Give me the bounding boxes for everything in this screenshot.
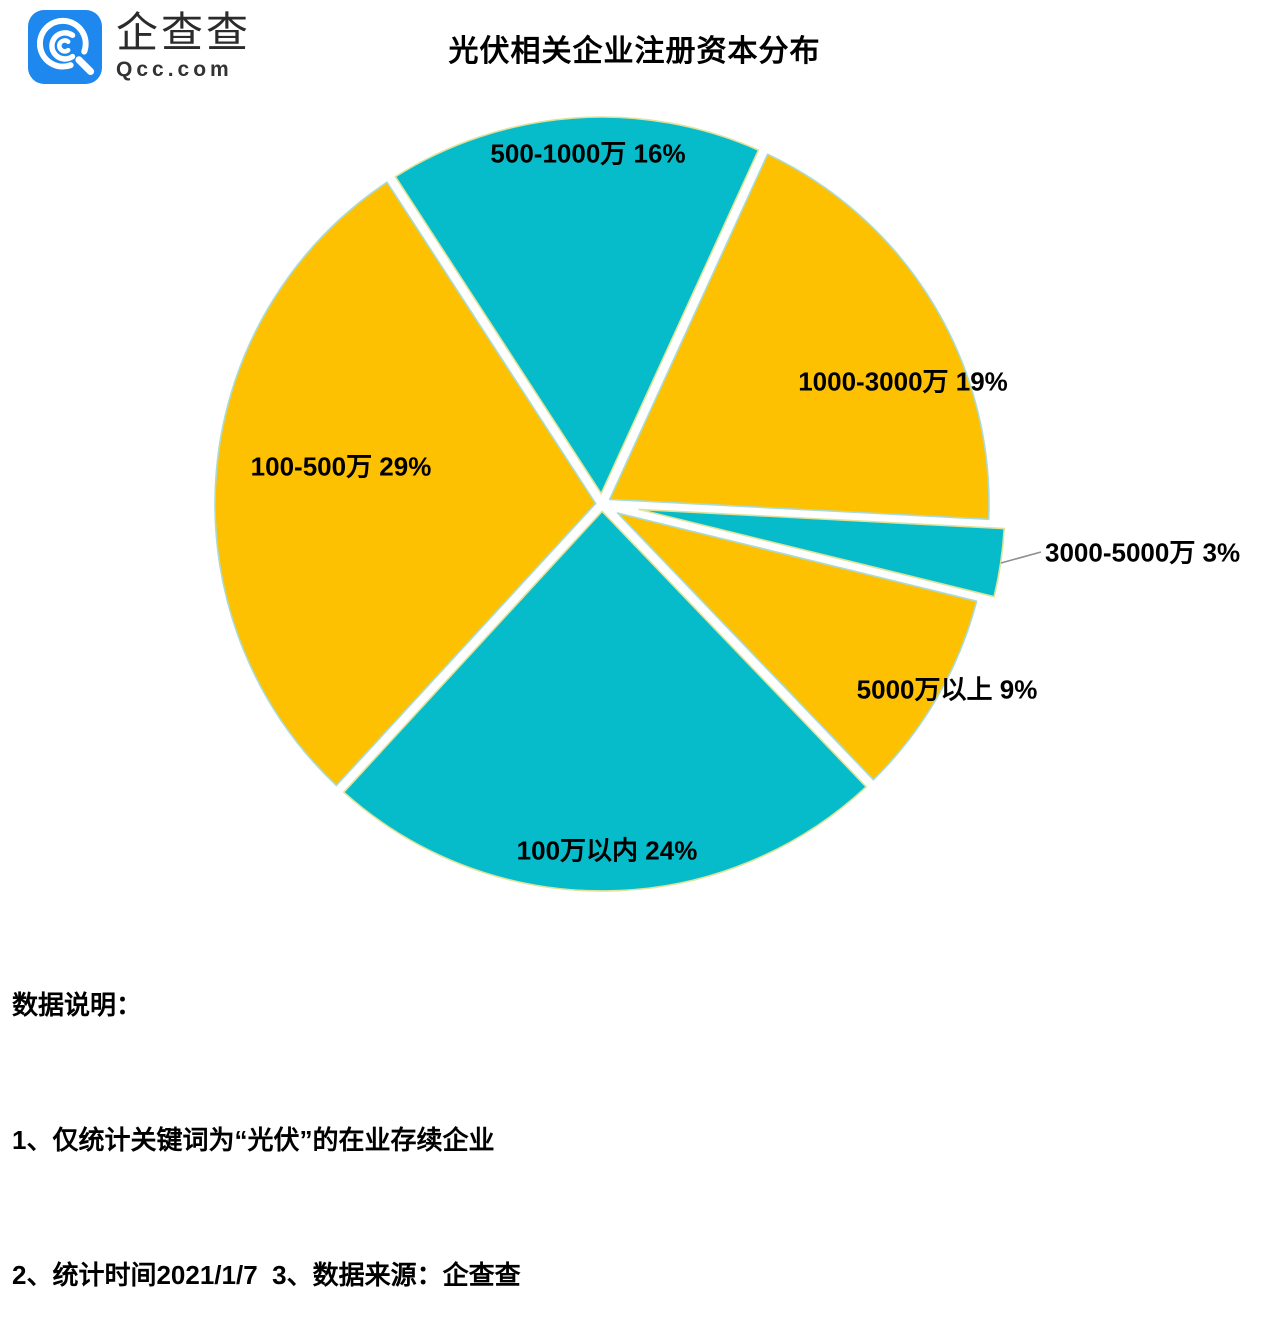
pie-chart — [214, 116, 1042, 892]
data-notes: 数据说明： 1、仅统计关键词为“光伏”的在业存续企业 2、统计时间2021/1/… — [12, 893, 521, 1343]
logo-name-cn: 企查查 — [116, 9, 252, 56]
pie-slice-500-1000万 — [394, 116, 760, 495]
notes-line2: 2、统计时间2021/1/7 3、数据来源：企查查 — [12, 1260, 521, 1290]
notes-line1: 1、仅统计关键词为“光伏”的在业存续企业 — [12, 1125, 495, 1155]
slice-label-under-100: 100万以内 24% — [516, 835, 698, 866]
pie-slice-3000-5000万 — [638, 508, 1005, 598]
pie-slice-5000万以上 — [616, 512, 978, 781]
pie-slice-100-500万 — [214, 181, 597, 787]
slice-label-3000-5000: 3000-5000万 3% — [1045, 537, 1241, 568]
slice-label-500-1000: 500-1000万 16% — [490, 138, 686, 169]
notes-heading: 数据说明： — [12, 990, 143, 1020]
logo-domain: Qcc.com — [116, 58, 233, 81]
slice-label-5000plus: 5000万以上 9% — [856, 674, 1038, 705]
qcc-logo: 企查查 Qcc.com — [28, 10, 251, 84]
leader-line-3000-5000 — [1000, 551, 1042, 564]
pie-slice-1000-3000万 — [608, 153, 990, 521]
qcc-magnifier-icon — [28, 10, 102, 84]
slice-label-1000-3000: 1000-3000万 19% — [798, 366, 1008, 397]
pie-slice-100万以内 — [343, 510, 867, 892]
slice-label-100-500: 100-500万 29% — [250, 451, 432, 482]
chart-title: 光伏相关企业注册资本分布 — [448, 35, 821, 68]
